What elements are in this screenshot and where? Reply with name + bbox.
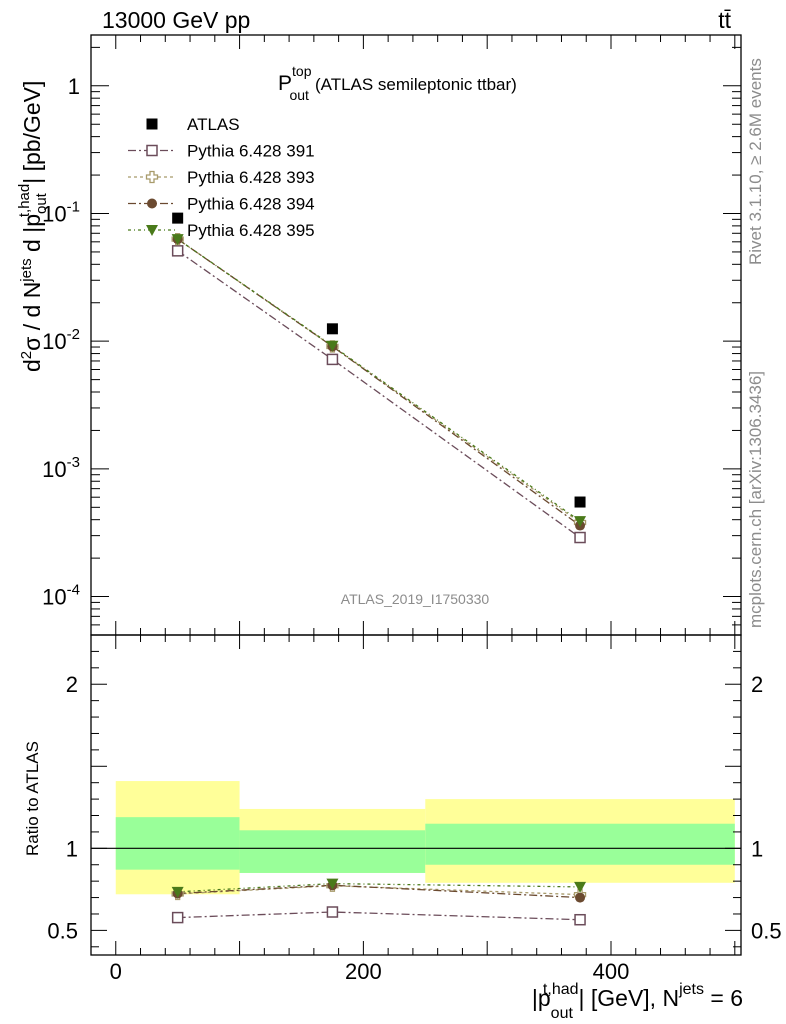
legend-marker — [146, 118, 158, 130]
series-line — [177, 250, 581, 539]
analysis-watermark: ATLAS_2019_I1750330 — [341, 591, 490, 607]
rivet-label: Rivet 3.1.10, ≥ 2.6M events — [746, 58, 765, 265]
legend-marker — [147, 198, 157, 209]
ratio-point — [326, 906, 339, 918]
mcplots-label: mcplots.cern.ch [arXiv:1306.3436] — [746, 371, 765, 628]
y-tick-label: 10-1 — [42, 198, 80, 226]
legend-label: Pythia 6.428 395 — [187, 221, 315, 240]
data-point — [574, 496, 586, 508]
data-point — [326, 340, 339, 352]
data-point — [326, 323, 338, 335]
ratio-y-tick-label-right: 2 — [751, 672, 763, 697]
ratio-y-tick-label: 1 — [66, 836, 78, 861]
data-point — [326, 353, 339, 366]
series-line — [177, 238, 581, 524]
y-axis-title-top: d2σ / d Njets d |poutt,had| [pb/GeV] — [16, 81, 50, 372]
ratio-y-tick-label: 0.5 — [47, 918, 78, 943]
legend-label: Pythia 6.428 393 — [187, 168, 315, 187]
ratio-y-tick-label-right: 0.5 — [751, 918, 782, 943]
top-series-markers — [171, 212, 587, 544]
y-axis-title-bottom: Ratio to ATLAS — [23, 741, 42, 856]
ratio-point — [171, 911, 184, 924]
ratio-line — [177, 884, 581, 899]
ratio-point — [171, 886, 184, 898]
ratio-line — [177, 882, 581, 893]
axes: 0 200 400 10-4 10-3 10-2 10-1 1 0.5 0.5 1 1 2 2 — [42, 34, 782, 984]
data-point — [574, 516, 587, 528]
x-tick-label: 400 — [593, 959, 630, 984]
energy-label: 13000 GeV pp — [102, 7, 250, 33]
ratio-point — [574, 913, 586, 926]
legend-marker — [145, 170, 159, 184]
ratio-point — [326, 878, 339, 890]
process-label: tt̄ — [718, 7, 731, 33]
data-point — [574, 531, 586, 544]
series-line — [177, 238, 581, 522]
legend-label: ATLAS — [187, 115, 240, 134]
ratio-y-tick-label-right: 1 — [751, 836, 763, 861]
y-tick-label: 1 — [68, 74, 80, 99]
legend-marker — [146, 225, 158, 236]
x-axis-title: |poutt,had| [GeV], Njets = 6 — [532, 981, 743, 1022]
band-inner — [239, 830, 426, 873]
y-tick-label: 10-4 — [42, 582, 80, 610]
legend-marker — [146, 144, 158, 157]
ratio-y-tick-label: 2 — [66, 672, 78, 697]
ratio-series-markers — [171, 878, 587, 926]
y-tick-label: 10-2 — [42, 326, 80, 354]
y-tick-label: 10-3 — [42, 454, 80, 482]
uncertainty-bands — [91, 781, 741, 895]
top-series-lines — [177, 238, 581, 539]
x-tick-label: 0 — [110, 959, 122, 984]
series-line — [177, 238, 581, 527]
data-point — [171, 245, 184, 257]
band-inner — [425, 823, 735, 865]
bottom-frame — [90, 634, 742, 956]
legend-label: Pythia 6.428 391 — [187, 142, 315, 161]
band-inner — [115, 817, 240, 870]
ratio-point — [574, 881, 587, 893]
ratio-line — [177, 911, 581, 921]
data-point — [171, 234, 184, 246]
ratio-point — [575, 892, 586, 903]
ratio-line — [177, 885, 581, 896]
legend: ATLAS Pythia 6.428 391 Pythia 6.428 393 Pyt… — [128, 115, 315, 240]
x-tick-label: 200 — [345, 959, 382, 984]
data-point — [172, 212, 184, 224]
legend-label: Pythia 6.428 394 — [187, 195, 315, 214]
ratio-series-lines — [177, 882, 581, 921]
chart-title: Ptop out(ATLAS semileptonic ttbar) — [278, 63, 517, 103]
